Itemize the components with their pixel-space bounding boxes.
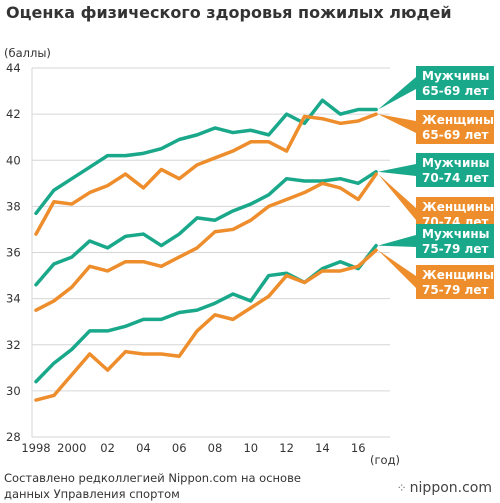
x-tick-label: 1998 bbox=[21, 441, 50, 455]
legend-label-line: 75-79 лет bbox=[422, 242, 488, 256]
series-line-5 bbox=[34, 248, 378, 402]
gridlines bbox=[31, 67, 390, 438]
y-tick-label: 28 bbox=[6, 430, 21, 444]
x-tick-label: 06 bbox=[172, 441, 187, 455]
legend-label-line: 65-69 лет bbox=[422, 128, 488, 142]
brand-dots-icon: ⁘ bbox=[396, 481, 407, 495]
legend-pointer bbox=[378, 235, 416, 247]
y-tick-label: 44 bbox=[6, 61, 21, 75]
x-tick-label: 2000 bbox=[57, 441, 86, 455]
x-tick-label: 08 bbox=[208, 441, 223, 455]
y-tick-label: 36 bbox=[6, 246, 21, 260]
legend-swatch bbox=[416, 224, 494, 258]
legend-label-line: 65-69 лет bbox=[422, 84, 488, 98]
y-tick-label: 30 bbox=[6, 384, 21, 398]
source-line-1: Составлено редколлегией Nippon.com на ос… bbox=[4, 471, 301, 485]
legend-pointer bbox=[378, 77, 416, 110]
y-tick-label: 34 bbox=[6, 292, 21, 306]
legend-label-line: Женщины bbox=[422, 113, 494, 127]
x-tick-label: 16 bbox=[351, 441, 366, 455]
legend-pointer bbox=[378, 114, 416, 133]
x-tick-label: 12 bbox=[279, 441, 294, 455]
legend-pointer bbox=[378, 164, 416, 176]
line-chart: (баллы) 28 30 32 34 36 38 40 42 44 1998 2000 02 04 0… bbox=[4, 46, 494, 467]
y-tick-label: 42 bbox=[6, 107, 21, 121]
x-tick-label: 02 bbox=[100, 441, 115, 455]
legend-swatch bbox=[416, 265, 494, 299]
x-tick-labels: 1998 2000 02 04 06 08 10 12 14 16 bbox=[21, 441, 365, 455]
brand-logo: ⁘ nippon.com bbox=[397, 480, 492, 496]
legend-label-line: Мужчины bbox=[422, 69, 490, 83]
y-axis-label: (баллы) bbox=[4, 46, 51, 60]
series-line-2 bbox=[34, 170, 378, 287]
y-tick-labels: 28 30 32 34 36 38 40 42 44 bbox=[6, 61, 21, 444]
x-axis-label: (год) bbox=[370, 453, 400, 467]
chart-title: Оценка физического здоровья пожилых люде… bbox=[6, 3, 452, 22]
y-tick-label: 32 bbox=[6, 338, 21, 352]
series-line-4 bbox=[34, 243, 378, 384]
brand-name: nippon.com bbox=[409, 480, 492, 496]
y-tick-label: 40 bbox=[6, 153, 21, 167]
legend-label-line: Мужчины bbox=[422, 227, 490, 241]
legend-label-line: Женщины bbox=[422, 268, 494, 282]
legend-label-line: Мужчины bbox=[422, 156, 490, 170]
legend-pointer bbox=[378, 250, 416, 288]
source-line-2: данных Управления спортом bbox=[4, 487, 180, 501]
series-line-0 bbox=[34, 98, 378, 216]
legend-swatch bbox=[416, 110, 494, 144]
series-lines bbox=[34, 98, 378, 402]
x-tick-label: 14 bbox=[315, 441, 330, 455]
legend-swatch bbox=[416, 153, 494, 187]
legend-label-line: 75-79 лет bbox=[422, 283, 488, 297]
legend-swatch bbox=[416, 66, 494, 100]
legend-label-line: 70-74 лет bbox=[422, 171, 488, 185]
series-line-1 bbox=[34, 112, 378, 236]
x-tick-label: 04 bbox=[136, 441, 151, 455]
source-note: Составлено редколлегией Nippon.com на ос… bbox=[4, 470, 301, 502]
legend-label-line: Женщины bbox=[422, 200, 494, 214]
legend-pointer bbox=[378, 174, 416, 220]
series-line-3 bbox=[34, 172, 378, 312]
x-tick-label: 10 bbox=[243, 441, 258, 455]
y-tick-label: 38 bbox=[6, 199, 21, 213]
